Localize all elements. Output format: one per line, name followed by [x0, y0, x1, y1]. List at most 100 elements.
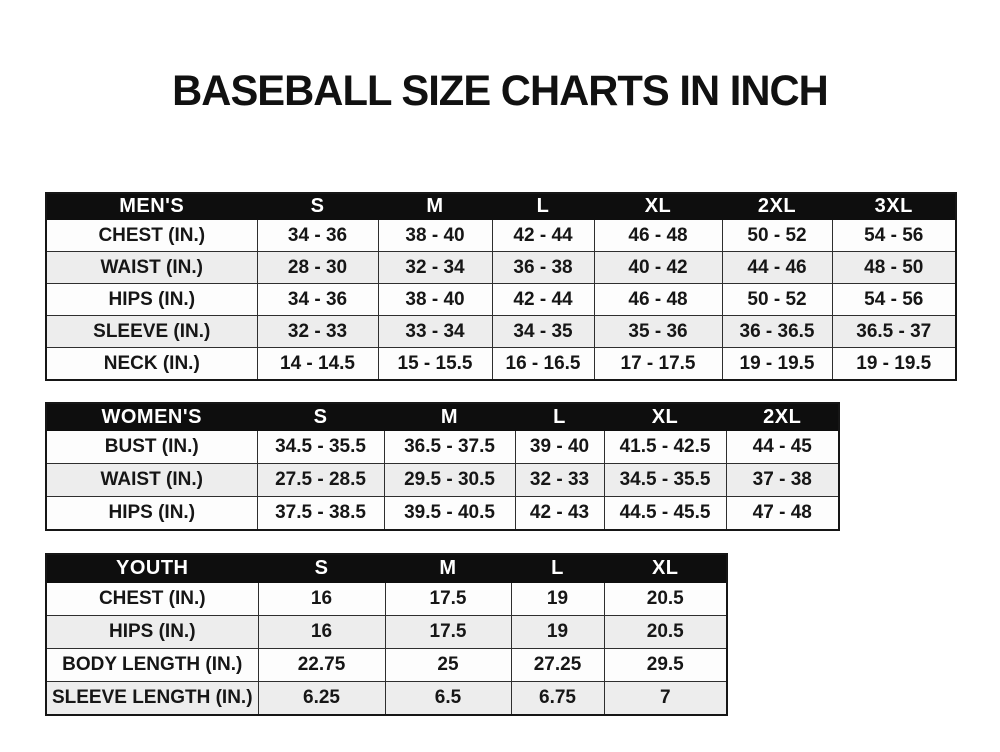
- table-row: BODY LENGTH (IN.) 22.75 25 27.25 29.5: [45, 648, 728, 682]
- size-value-cell: 17.5: [384, 582, 512, 616]
- row-label-cell: SLEEVE LENGTH (IN.): [45, 681, 259, 716]
- table-title-cell: WOMEN'S: [45, 402, 258, 431]
- size-value-cell: 15 - 15.5: [377, 347, 493, 381]
- size-value-cell: 34 - 35: [491, 315, 595, 348]
- size-value-cell: 38 - 40: [377, 219, 493, 252]
- row-label-cell: HIPS (IN.): [45, 283, 258, 316]
- row-label-cell: NECK (IN.): [45, 347, 258, 381]
- youth-size-table: YOUTH S M L XL CHEST (IN.) 16 17.5 19 20.5 HIPS (…: [45, 553, 728, 716]
- size-header-cell: L: [491, 192, 595, 220]
- row-label-cell: HIPS (IN.): [45, 496, 258, 531]
- table-row: SLEEVE LENGTH (IN.) 6.25 6.5 6.75 7: [45, 681, 728, 716]
- size-value-cell: 36 - 38: [491, 251, 595, 284]
- table-row: WAIST (IN.) 27.5 - 28.5 29.5 - 30.5 32 - 33…: [45, 463, 840, 497]
- size-header-cell: S: [257, 553, 386, 583]
- size-value-cell: 39 - 40: [514, 430, 605, 464]
- row-label-cell: BODY LENGTH (IN.): [45, 648, 259, 682]
- size-value-cell: 50 - 52: [721, 283, 833, 316]
- row-label-cell: WAIST (IN.): [45, 251, 258, 284]
- size-value-cell: 27.5 - 28.5: [256, 463, 385, 497]
- size-value-cell: 29.5: [603, 648, 728, 682]
- size-value-cell: 6.5: [384, 681, 512, 716]
- row-label-cell: HIPS (IN.): [45, 615, 259, 649]
- size-value-cell: 42 - 44: [491, 283, 595, 316]
- size-value-cell: 19: [510, 615, 605, 649]
- row-label-cell: BUST (IN.): [45, 430, 258, 464]
- size-value-cell: 6.25: [257, 681, 386, 716]
- size-value-cell: 39.5 - 40.5: [383, 496, 516, 531]
- mens-header-row: MEN'S S M L XL 2XL 3XL: [45, 192, 957, 220]
- size-value-cell: 14 - 14.5: [256, 347, 379, 381]
- size-value-cell: 37 - 38: [725, 463, 840, 497]
- size-value-cell: 40 - 42: [593, 251, 723, 284]
- size-header-cell: L: [514, 402, 605, 431]
- size-value-cell: 7: [603, 681, 728, 716]
- womens-size-table: WOMEN'S S M L XL 2XL BUST (IN.) 34.5 - 35.5 36.…: [45, 402, 840, 531]
- size-value-cell: 25: [384, 648, 512, 682]
- size-value-cell: 16: [257, 582, 386, 616]
- table-row: HIPS (IN.) 34 - 36 38 - 40 42 - 44 46 - 48 50…: [45, 283, 957, 316]
- table-title-cell: MEN'S: [45, 192, 258, 220]
- size-value-cell: 34.5 - 35.5: [603, 463, 727, 497]
- size-header-cell: S: [256, 402, 385, 431]
- table-row: SLEEVE (IN.) 32 - 33 33 - 34 34 - 35 35 - 36…: [45, 315, 957, 348]
- size-value-cell: 44.5 - 45.5: [603, 496, 727, 531]
- table-row: BUST (IN.) 34.5 - 35.5 36.5 - 37.5 39 - 40 4…: [45, 430, 840, 464]
- table-row: HIPS (IN.) 37.5 - 38.5 39.5 - 40.5 42 - 43 4…: [45, 496, 840, 531]
- size-value-cell: 37.5 - 38.5: [256, 496, 385, 531]
- size-value-cell: 6.75: [510, 681, 605, 716]
- size-value-cell: 33 - 34: [377, 315, 493, 348]
- size-header-cell: M: [383, 402, 516, 431]
- size-header-cell: 2XL: [725, 402, 840, 431]
- size-value-cell: 54 - 56: [831, 219, 957, 252]
- size-value-cell: 46 - 48: [593, 219, 723, 252]
- size-value-cell: 34 - 36: [256, 219, 379, 252]
- row-label-cell: CHEST (IN.): [45, 582, 259, 616]
- size-header-cell: XL: [603, 402, 727, 431]
- table-row: NECK (IN.) 14 - 14.5 15 - 15.5 16 - 16.5 17 …: [45, 347, 957, 381]
- table-row: CHEST (IN.) 16 17.5 19 20.5: [45, 582, 728, 616]
- size-value-cell: 42 - 44: [491, 219, 595, 252]
- size-value-cell: 20.5: [603, 582, 728, 616]
- size-value-cell: 20.5: [603, 615, 728, 649]
- size-value-cell: 38 - 40: [377, 283, 493, 316]
- size-value-cell: 16 - 16.5: [491, 347, 595, 381]
- size-value-cell: 34.5 - 35.5: [256, 430, 385, 464]
- size-value-cell: 44 - 46: [721, 251, 833, 284]
- table-row: HIPS (IN.) 16 17.5 19 20.5: [45, 615, 728, 649]
- row-label-cell: SLEEVE (IN.): [45, 315, 258, 348]
- size-value-cell: 36.5 - 37: [831, 315, 957, 348]
- size-value-cell: 41.5 - 42.5: [603, 430, 727, 464]
- size-value-cell: 35 - 36: [593, 315, 723, 348]
- size-header-cell: XL: [593, 192, 723, 220]
- mens-size-table: MEN'S S M L XL 2XL 3XL CHEST (IN.) 34 - 36 38 - …: [45, 192, 957, 381]
- table-title-cell: YOUTH: [45, 553, 259, 583]
- size-header-cell: L: [510, 553, 605, 583]
- size-value-cell: 44 - 45: [725, 430, 840, 464]
- size-value-cell: 19 - 19.5: [721, 347, 833, 381]
- size-value-cell: 28 - 30: [256, 251, 379, 284]
- size-value-cell: 32 - 33: [256, 315, 379, 348]
- row-label-cell: WAIST (IN.): [45, 463, 258, 497]
- size-header-cell: M: [377, 192, 493, 220]
- size-header-cell: XL: [603, 553, 728, 583]
- size-value-cell: 19 - 19.5: [831, 347, 957, 381]
- womens-header-row: WOMEN'S S M L XL 2XL: [45, 402, 840, 431]
- size-value-cell: 22.75: [257, 648, 386, 682]
- size-value-cell: 34 - 36: [256, 283, 379, 316]
- size-value-cell: 42 - 43: [514, 496, 605, 531]
- size-value-cell: 36.5 - 37.5: [383, 430, 516, 464]
- size-value-cell: 54 - 56: [831, 283, 957, 316]
- size-value-cell: 27.25: [510, 648, 605, 682]
- row-label-cell: CHEST (IN.): [45, 219, 258, 252]
- size-value-cell: 32 - 34: [377, 251, 493, 284]
- size-value-cell: 16: [257, 615, 386, 649]
- table-row: CHEST (IN.) 34 - 36 38 - 40 42 - 44 46 - 48 5…: [45, 219, 957, 252]
- size-value-cell: 46 - 48: [593, 283, 723, 316]
- size-value-cell: 19: [510, 582, 605, 616]
- size-header-cell: 3XL: [831, 192, 957, 220]
- table-row: WAIST (IN.) 28 - 30 32 - 34 36 - 38 40 - 42 4…: [45, 251, 957, 284]
- size-header-cell: 2XL: [721, 192, 833, 220]
- size-value-cell: 17.5: [384, 615, 512, 649]
- page-title: BASEBALL SIZE CHARTS IN INCH: [172, 67, 829, 115]
